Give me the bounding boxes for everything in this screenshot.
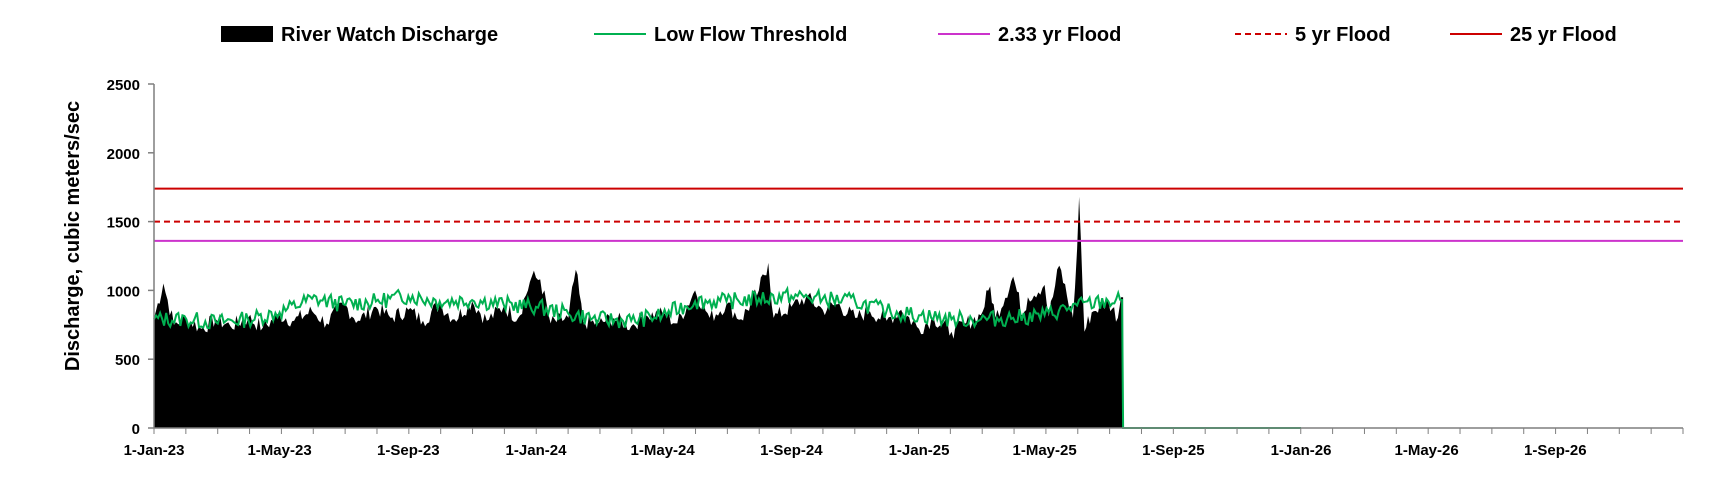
legend-label-flood-5: 5 yr Flood: [1295, 24, 1391, 46]
legend-label-flood-2-33: 2.33 yr Flood: [998, 24, 1121, 46]
x-tick-label: 1-Jan-23: [124, 442, 185, 459]
y-tick-label: 0: [132, 421, 140, 438]
legend: River Watch Discharge Low Flow Threshold…: [221, 24, 1617, 46]
discharge-area: [154, 196, 1124, 428]
y-tick-label: 2000: [107, 146, 140, 163]
axes: 0 500 1000 1500 2000 2500 1-Jan-23 1-May-23 1-Se…: [107, 77, 1684, 459]
y-tick-label: 2500: [107, 77, 140, 94]
x-tick-label: 1-Sep-23: [377, 442, 440, 459]
plot-area: [153, 187, 1683, 429]
x-tick-label: 1-May-26: [1394, 442, 1458, 459]
y-tick-label: 500: [115, 352, 140, 369]
low-flow-line: [153, 285, 1301, 429]
x-tick-label: 1-Jan-24: [506, 442, 568, 459]
x-tick-label: 1-May-25: [1013, 442, 1077, 459]
legend-label-flood-25: 25 yr Flood: [1510, 24, 1617, 46]
x-tick-label: 1-Jan-26: [1271, 442, 1332, 459]
x-tick-label: 1-Jan-25: [889, 442, 950, 459]
x-tick-label: 1-May-24: [631, 442, 696, 459]
y-axis-title: Discharge, cubic meters/sec: [62, 101, 84, 371]
legend-swatch-discharge: [221, 26, 273, 42]
x-tick-label: 1-Sep-24: [760, 442, 823, 459]
x-tick-label: 1-Sep-25: [1142, 442, 1205, 459]
x-tick-label: 1-Sep-26: [1524, 442, 1587, 459]
y-tick-label: 1500: [107, 215, 140, 232]
x-tick-label: 1-May-23: [247, 442, 311, 459]
legend-label-discharge: River Watch Discharge: [281, 24, 498, 46]
y-tick-label: 1000: [107, 283, 140, 300]
legend-label-low-flow: Low Flow Threshold: [654, 24, 847, 46]
